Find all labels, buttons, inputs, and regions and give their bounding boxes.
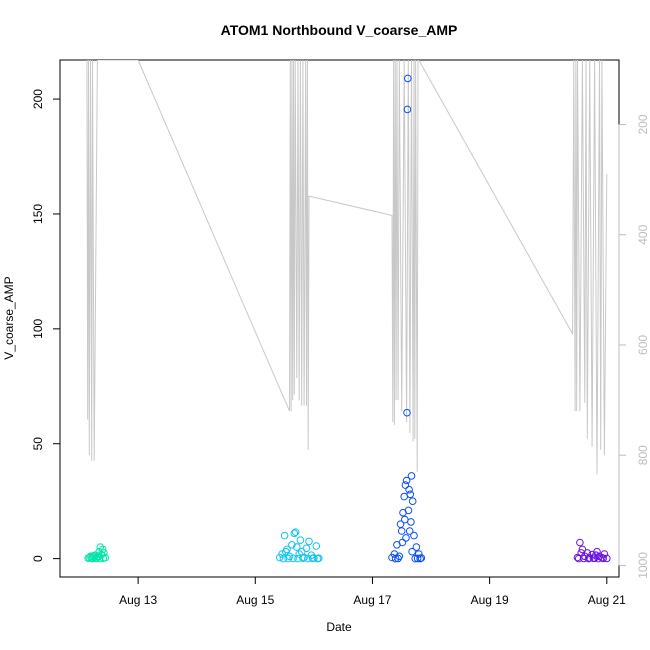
secondary-y-tick-label: 1000 <box>636 552 650 579</box>
data-point <box>404 506 413 515</box>
data-point <box>92 554 100 563</box>
data-point <box>279 554 288 563</box>
data-point <box>289 554 297 563</box>
data-point <box>282 547 290 556</box>
data-point <box>404 74 412 83</box>
data-point <box>280 531 289 540</box>
data-point <box>396 520 405 529</box>
data-point <box>294 554 302 563</box>
data-point <box>402 534 410 542</box>
y-tick-label: 200 <box>31 89 45 109</box>
x-axis-title: Date <box>326 620 352 634</box>
y-tick-label: 50 <box>31 437 45 451</box>
x-tick-label: Aug 15 <box>236 593 274 607</box>
secondary-y-tick-label: 800 <box>636 445 650 465</box>
data-point <box>603 554 611 563</box>
data-point <box>312 542 321 550</box>
x-axis: Aug 13 Aug 15 Aug 17 Aug 19 Aug 21 <box>119 576 626 607</box>
data-point <box>390 550 399 558</box>
y-axis-right: 200 400 600 800 1000 <box>618 114 650 579</box>
data-point <box>284 554 293 563</box>
x-tick-label: Aug 19 <box>471 593 509 607</box>
data-point <box>407 518 415 526</box>
data-point <box>302 544 311 553</box>
data-point <box>394 554 402 563</box>
data-point <box>313 554 322 563</box>
y-tick-label: 100 <box>31 319 45 339</box>
data-point <box>397 527 406 535</box>
y-axis-left: 0 50 100 150 200 <box>31 89 61 562</box>
data-point <box>291 528 300 537</box>
data-point <box>308 554 317 563</box>
data-point <box>412 543 421 551</box>
plot-frame <box>59 59 620 578</box>
data-point <box>305 537 313 546</box>
x-tick-label: Aug 21 <box>588 593 626 607</box>
data-point <box>578 545 587 554</box>
data-point <box>599 554 607 563</box>
data-point <box>293 543 301 551</box>
secondary-line-layer <box>86 60 608 475</box>
data-point <box>99 554 108 563</box>
data-point <box>100 549 108 557</box>
data-point <box>295 550 304 558</box>
data-point <box>407 472 416 480</box>
data-point <box>584 554 593 563</box>
x-tick-label: Aug 13 <box>119 593 157 607</box>
data-point <box>408 497 417 506</box>
data-point <box>290 529 299 538</box>
data-point <box>408 547 416 556</box>
data-point <box>593 547 601 556</box>
data-point <box>391 554 400 563</box>
data-point <box>304 554 312 563</box>
chart-title: ATOM1 Northbound V_coarse_AMP <box>221 22 458 38</box>
y-tick-label: 0 <box>31 555 45 562</box>
data-point <box>413 554 422 563</box>
data-point <box>577 549 586 557</box>
y-axis-title: V_coarse_AMP <box>2 276 16 359</box>
data-point <box>411 554 420 563</box>
data-point <box>96 543 105 551</box>
data-point <box>84 554 92 563</box>
data-point <box>405 527 414 535</box>
data-point <box>299 554 307 563</box>
data-point <box>600 550 609 558</box>
data-point <box>402 476 411 485</box>
data-point <box>410 531 418 540</box>
data-point <box>94 552 103 561</box>
data-point <box>403 105 412 114</box>
data-point <box>592 551 600 560</box>
data-point <box>576 538 584 547</box>
data-point <box>403 408 411 417</box>
data-point <box>98 545 107 554</box>
data-point <box>401 481 410 489</box>
secondary-y-tick-label: 200 <box>636 114 650 134</box>
data-point <box>398 538 407 547</box>
secondary-y-tick-label: 600 <box>636 335 650 355</box>
y-tick-label: 150 <box>31 204 45 224</box>
secondary-y-tick-label: 400 <box>636 224 650 244</box>
points-layer <box>84 74 611 563</box>
x-tick-label: Aug 17 <box>353 593 391 607</box>
data-point <box>288 541 296 549</box>
data-point <box>296 536 305 545</box>
data-point <box>278 550 286 558</box>
data-point <box>583 549 592 557</box>
data-point <box>416 554 424 563</box>
data-point <box>415 550 423 558</box>
secondary-series-line <box>86 60 608 475</box>
data-point <box>405 485 413 494</box>
data-point <box>406 490 415 499</box>
